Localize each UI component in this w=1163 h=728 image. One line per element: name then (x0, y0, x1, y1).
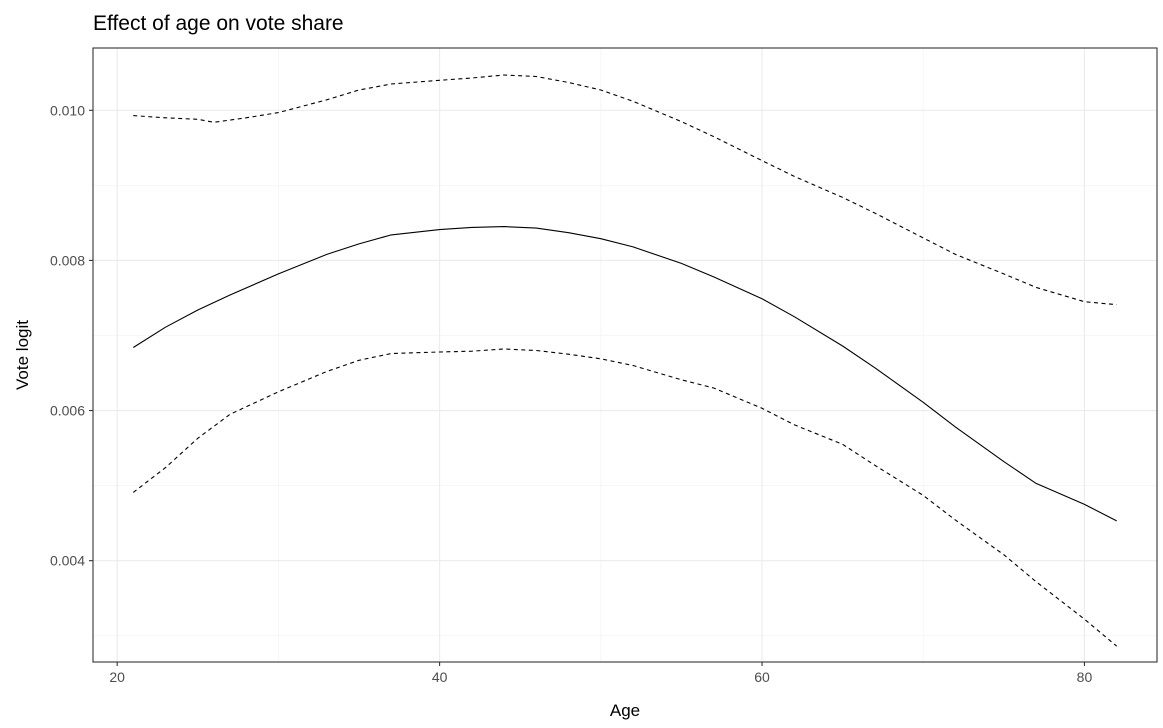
panel-border (92, 47, 1158, 663)
y-tick-label: 0.008 (50, 252, 85, 268)
x-tick-label: 20 (109, 669, 125, 685)
y-tick-label: 0.010 (50, 102, 85, 118)
x-tick-label: 80 (1077, 669, 1093, 685)
x-tick-label: 40 (432, 669, 448, 685)
y-axis-title: Vote logit (13, 320, 32, 390)
series-line-3 (132, 348, 1118, 647)
series-line-2 (133, 226, 1117, 522)
series-layer (132, 74, 1118, 647)
axis-layer: 0.004 0.006 0.008 0.010 20 40 60 80 (50, 102, 1092, 685)
x-axis-title: Age (610, 701, 640, 720)
x-tick-label: 60 (754, 669, 770, 685)
y-tick-label: 0.006 (50, 403, 85, 419)
series-line-1 (133, 74, 1117, 306)
grid-layer (93, 48, 1157, 662)
chart-title: Effect of age on vote share (93, 12, 344, 35)
y-tick-label: 0.004 (50, 553, 85, 569)
